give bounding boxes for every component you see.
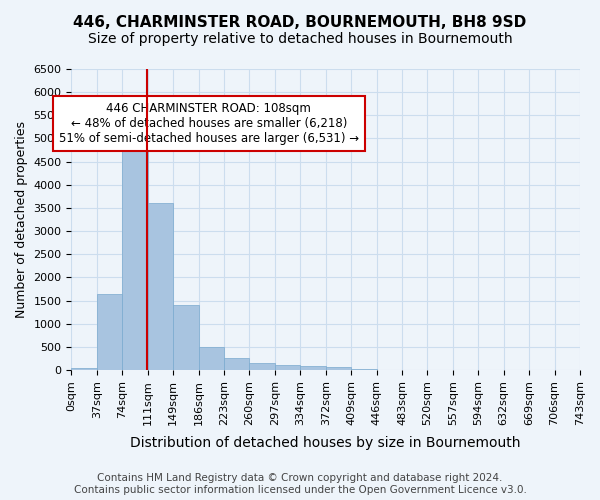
X-axis label: Distribution of detached houses by size in Bournemouth: Distribution of detached houses by size … xyxy=(130,436,521,450)
Y-axis label: Number of detached properties: Number of detached properties xyxy=(15,121,28,318)
Bar xyxy=(250,362,275,370)
Bar xyxy=(173,305,199,370)
Bar xyxy=(351,369,377,370)
Text: 446 CHARMINSTER ROAD: 108sqm
← 48% of detached houses are smaller (6,218)
51% of: 446 CHARMINSTER ROAD: 108sqm ← 48% of de… xyxy=(59,102,359,145)
Bar xyxy=(326,368,351,370)
Bar xyxy=(275,366,300,370)
Text: Contains HM Land Registry data © Crown copyright and database right 2024.
Contai: Contains HM Land Registry data © Crown c… xyxy=(74,474,526,495)
Bar xyxy=(300,366,326,370)
Bar xyxy=(199,347,224,370)
Text: Size of property relative to detached houses in Bournemouth: Size of property relative to detached ho… xyxy=(88,32,512,46)
Bar xyxy=(122,135,148,370)
Text: 446, CHARMINSTER ROAD, BOURNEMOUTH, BH8 9SD: 446, CHARMINSTER ROAD, BOURNEMOUTH, BH8 … xyxy=(73,15,527,30)
Bar xyxy=(71,368,97,370)
Bar xyxy=(148,204,173,370)
Bar xyxy=(97,294,122,370)
Bar xyxy=(224,358,250,370)
